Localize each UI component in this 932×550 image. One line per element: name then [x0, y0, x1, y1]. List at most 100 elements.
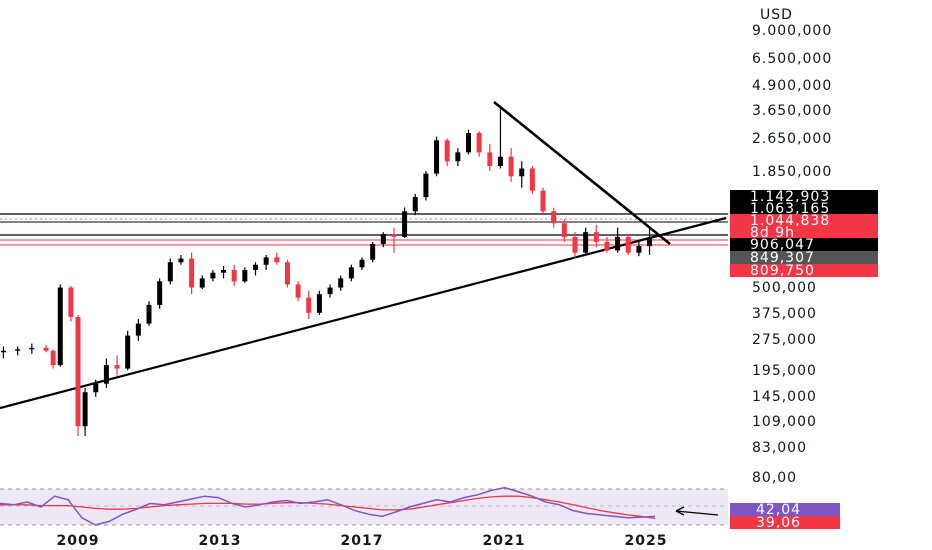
- price-label: 849,307: [730, 250, 878, 266]
- candle-body: [593, 232, 599, 242]
- candle: [370, 241, 376, 263]
- candle: [497, 105, 503, 169]
- candle: [583, 227, 589, 255]
- price-label-text: 8d 9h: [750, 225, 795, 241]
- candle: [125, 330, 131, 371]
- price-axis[interactable]: 9.000,000 6.500,000 4.900,000 3.650,000 2.65…: [752, 23, 832, 456]
- candle: [15, 346, 21, 356]
- rsi-ma-label: 39,06: [730, 515, 840, 531]
- price-label-bg: [730, 264, 878, 277]
- y-tick-label: 195,000: [752, 363, 817, 379]
- candle: [551, 207, 557, 228]
- candle: [561, 219, 567, 242]
- candle-body: [434, 140, 440, 174]
- candle: [508, 148, 514, 182]
- candle: [423, 171, 429, 201]
- candle-body: [572, 236, 578, 253]
- candle-body: [178, 258, 184, 263]
- candle: [178, 254, 184, 265]
- y-tick-label: 145,000: [752, 389, 817, 405]
- x-tick-label: 2009: [57, 533, 100, 549]
- candle: [391, 227, 397, 253]
- candle: [604, 236, 610, 253]
- candle-body: [68, 287, 74, 317]
- candle: [327, 284, 333, 298]
- candle: [402, 207, 408, 238]
- price-label-text: 1.142,903: [750, 189, 830, 205]
- candle: [253, 262, 258, 276]
- time-axis[interactable]: 2009 2013 2017 2021 2025: [57, 533, 668, 549]
- candle-body: [199, 278, 205, 288]
- candle: [68, 285, 74, 322]
- candle: [93, 379, 99, 397]
- candle: [29, 343, 35, 354]
- candle-body: [306, 297, 312, 313]
- price-label-text: 1.063,165: [750, 201, 830, 217]
- candle-body: [43, 347, 49, 351]
- candle: [295, 281, 301, 302]
- candle: [135, 319, 141, 341]
- candle: [50, 349, 56, 369]
- candle: [75, 314, 81, 436]
- candle: [529, 166, 535, 194]
- candle: [316, 290, 322, 315]
- y-tick-label: 4.900,000: [752, 78, 832, 94]
- candle: [466, 129, 471, 155]
- rsi-value-label: 42,04: [730, 502, 840, 518]
- candle: [103, 358, 109, 388]
- price-label-bg: [730, 226, 878, 239]
- candle-body: [125, 335, 131, 369]
- arrow-annotation: [675, 510, 719, 516]
- y-tick-label: 500,000: [752, 280, 817, 296]
- candle-body: [444, 140, 450, 162]
- candle: [338, 275, 344, 291]
- candle: [57, 284, 63, 367]
- y-tick-label: 375,000: [752, 306, 817, 322]
- candle-body: [647, 237, 653, 247]
- rsi-tick-label: 80,00: [752, 470, 797, 486]
- candle-body: [75, 316, 81, 427]
- price-label-text: 906,047: [750, 237, 815, 253]
- candle: [615, 227, 621, 253]
- candle: [625, 234, 631, 255]
- candle-body: [167, 262, 173, 282]
- rsi-value-bg: [730, 503, 840, 516]
- candle: [572, 232, 578, 259]
- candle-body: [519, 168, 525, 177]
- price-label-bg: [730, 214, 878, 227]
- candle: [167, 258, 173, 285]
- candle-body: [50, 350, 56, 366]
- y-tick-label: 6.500,000: [752, 51, 832, 67]
- candle-body: [615, 236, 621, 251]
- price-label: 1.063,165: [730, 201, 878, 217]
- x-tick-label: 2025: [625, 533, 668, 549]
- candle-body: [370, 243, 376, 260]
- candle-body: [29, 347, 35, 350]
- candle-body: [284, 262, 290, 285]
- candle-body: [146, 304, 152, 324]
- candle-body: [263, 257, 269, 265]
- candle: [274, 252, 280, 265]
- candle: [199, 275, 205, 290]
- candle: [210, 269, 216, 282]
- y-tick-label: 109,000: [752, 414, 817, 430]
- candle-body: [57, 287, 63, 366]
- y-tick-label: 2.650,000: [752, 131, 832, 147]
- price-label-text: 849,307: [750, 250, 815, 266]
- candle-body: [0, 350, 6, 353]
- candle-body: [412, 197, 418, 212]
- price-label: 1.044,838: [730, 213, 878, 229]
- candle-body: [508, 156, 514, 177]
- candle-body: [114, 365, 120, 369]
- candle: [412, 193, 418, 216]
- candle: [519, 161, 525, 188]
- candle-body: [327, 287, 333, 295]
- x-tick-label: 2021: [483, 533, 526, 549]
- candles: [0, 105, 653, 436]
- y-tick-label: 3.650,000: [752, 103, 832, 119]
- arrow-head: [675, 506, 685, 516]
- candle-body: [93, 383, 99, 393]
- candle-body: [338, 278, 344, 288]
